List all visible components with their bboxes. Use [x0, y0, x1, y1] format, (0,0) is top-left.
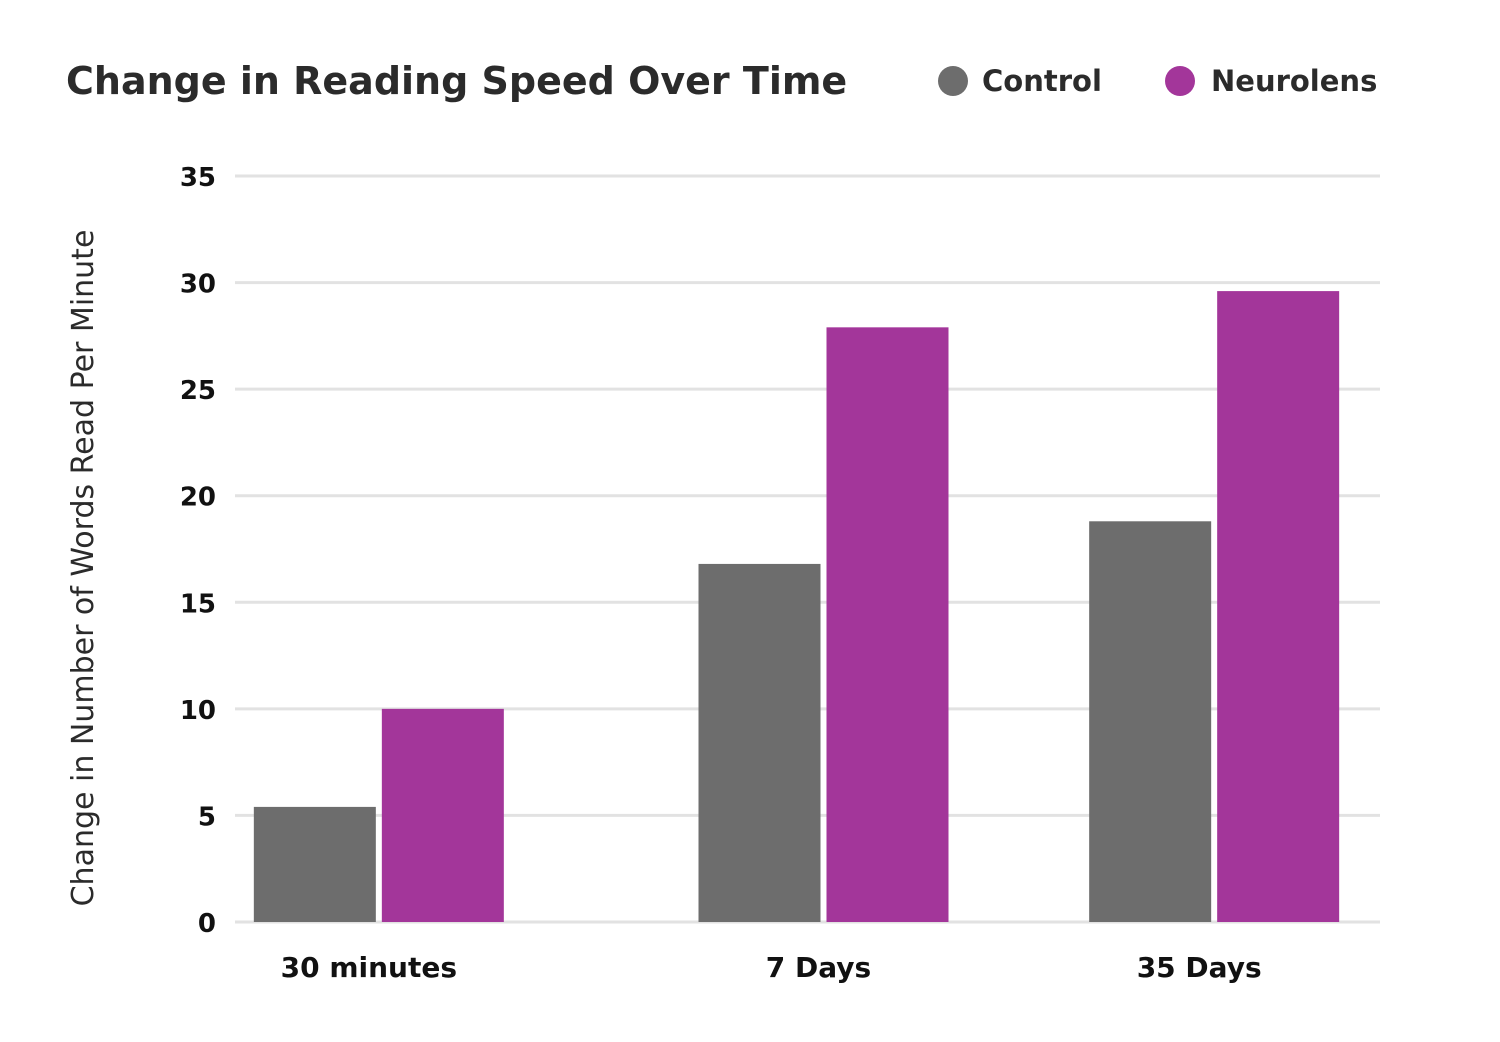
y-axis-ticks: 0 5 10 15 20 25 30 35: [180, 163, 216, 939]
y-tick-label: 10: [180, 696, 216, 726]
x-tick-label: 35 Days: [1137, 951, 1262, 984]
bars: [253, 291, 1340, 922]
legend-control-swatch: [938, 66, 968, 96]
x-axis-ticks: 30 minutes 7 Days 35 Days: [281, 951, 1262, 984]
bar-neurolens: [381, 708, 504, 922]
legend-neurolens-label: Neurolens: [1211, 64, 1377, 98]
chart-title: Change in Reading Speed Over Time: [66, 59, 847, 103]
bar-neurolens: [826, 327, 949, 922]
x-tick-label: 7 Days: [766, 951, 871, 984]
y-tick-label: 0: [198, 909, 216, 939]
y-tick-label: 5: [198, 802, 216, 832]
y-tick-label: 30: [180, 270, 216, 300]
y-tick-label: 20: [180, 483, 216, 513]
legend: Control Neurolens: [938, 64, 1377, 98]
y-tick-label: 15: [180, 589, 216, 619]
y-axis-label: Change in Number of Words Read Per Minut…: [66, 230, 101, 907]
bar-control: [698, 563, 821, 922]
legend-neurolens-swatch: [1165, 66, 1195, 96]
y-tick-label: 35: [180, 163, 216, 193]
bar-control: [253, 806, 376, 922]
y-tick-label: 25: [180, 376, 216, 406]
legend-control-label: Control: [982, 64, 1102, 98]
bar-neurolens: [1217, 291, 1340, 922]
x-tick-label: 30 minutes: [281, 951, 457, 984]
bar-control: [1089, 521, 1212, 922]
